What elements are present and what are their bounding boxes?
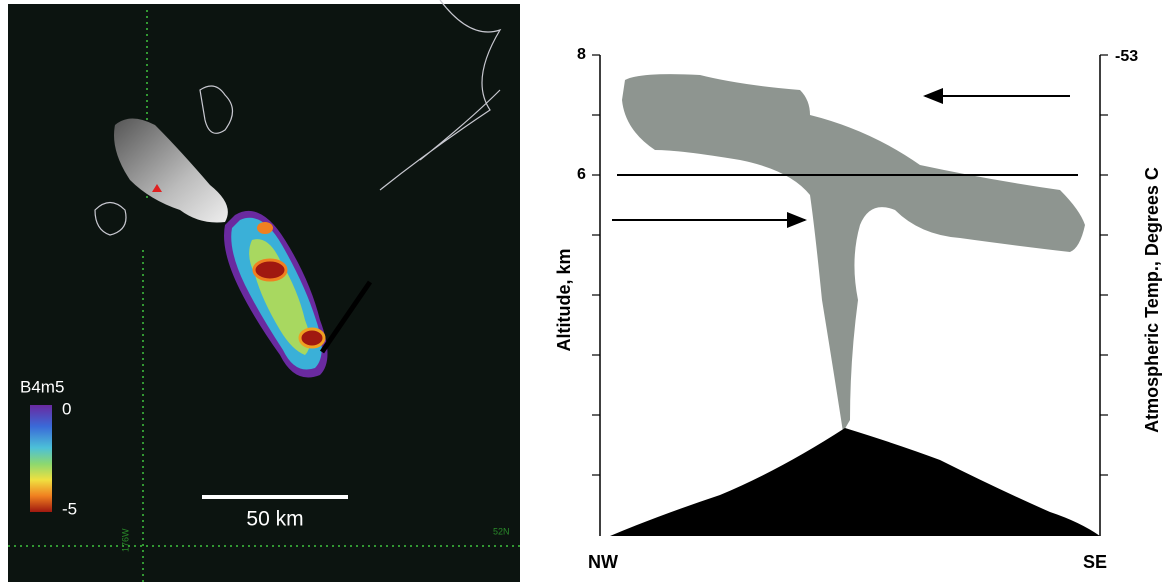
right-axis-title: Atmospheric Temp., Degrees C <box>1142 167 1162 433</box>
left-tick-label: 8 <box>577 46 586 63</box>
left-tick-label: 6 <box>577 166 586 183</box>
left-axis-title: Altitude, km <box>554 248 574 351</box>
x-right-label: SE <box>1083 552 1107 572</box>
x-left-label: NW <box>588 552 618 572</box>
right-tick-label: -53 <box>1115 48 1138 65</box>
scale-bar-label: 50 km <box>246 508 303 531</box>
figure: B4m5 0 -5 50 km 52N 176W 8 6 -53 Altitud… <box>0 0 1171 582</box>
cross-section-diagram: 8 6 -53 Altitude, km Atmospheric Temp., … <box>554 46 1162 572</box>
satellite-image: B4m5 0 -5 50 km 52N 176W <box>8 0 520 582</box>
legend-title: B4m5 <box>20 377 64 396</box>
latitude-label: 52N <box>493 526 510 536</box>
legend-max: 0 <box>62 399 71 418</box>
longitude-label: 176W <box>120 528 130 552</box>
legend-min: -5 <box>62 499 77 518</box>
page: B4m5 0 -5 50 km 52N 176W 8 6 -53 Altitud… <box>0 0 1171 582</box>
